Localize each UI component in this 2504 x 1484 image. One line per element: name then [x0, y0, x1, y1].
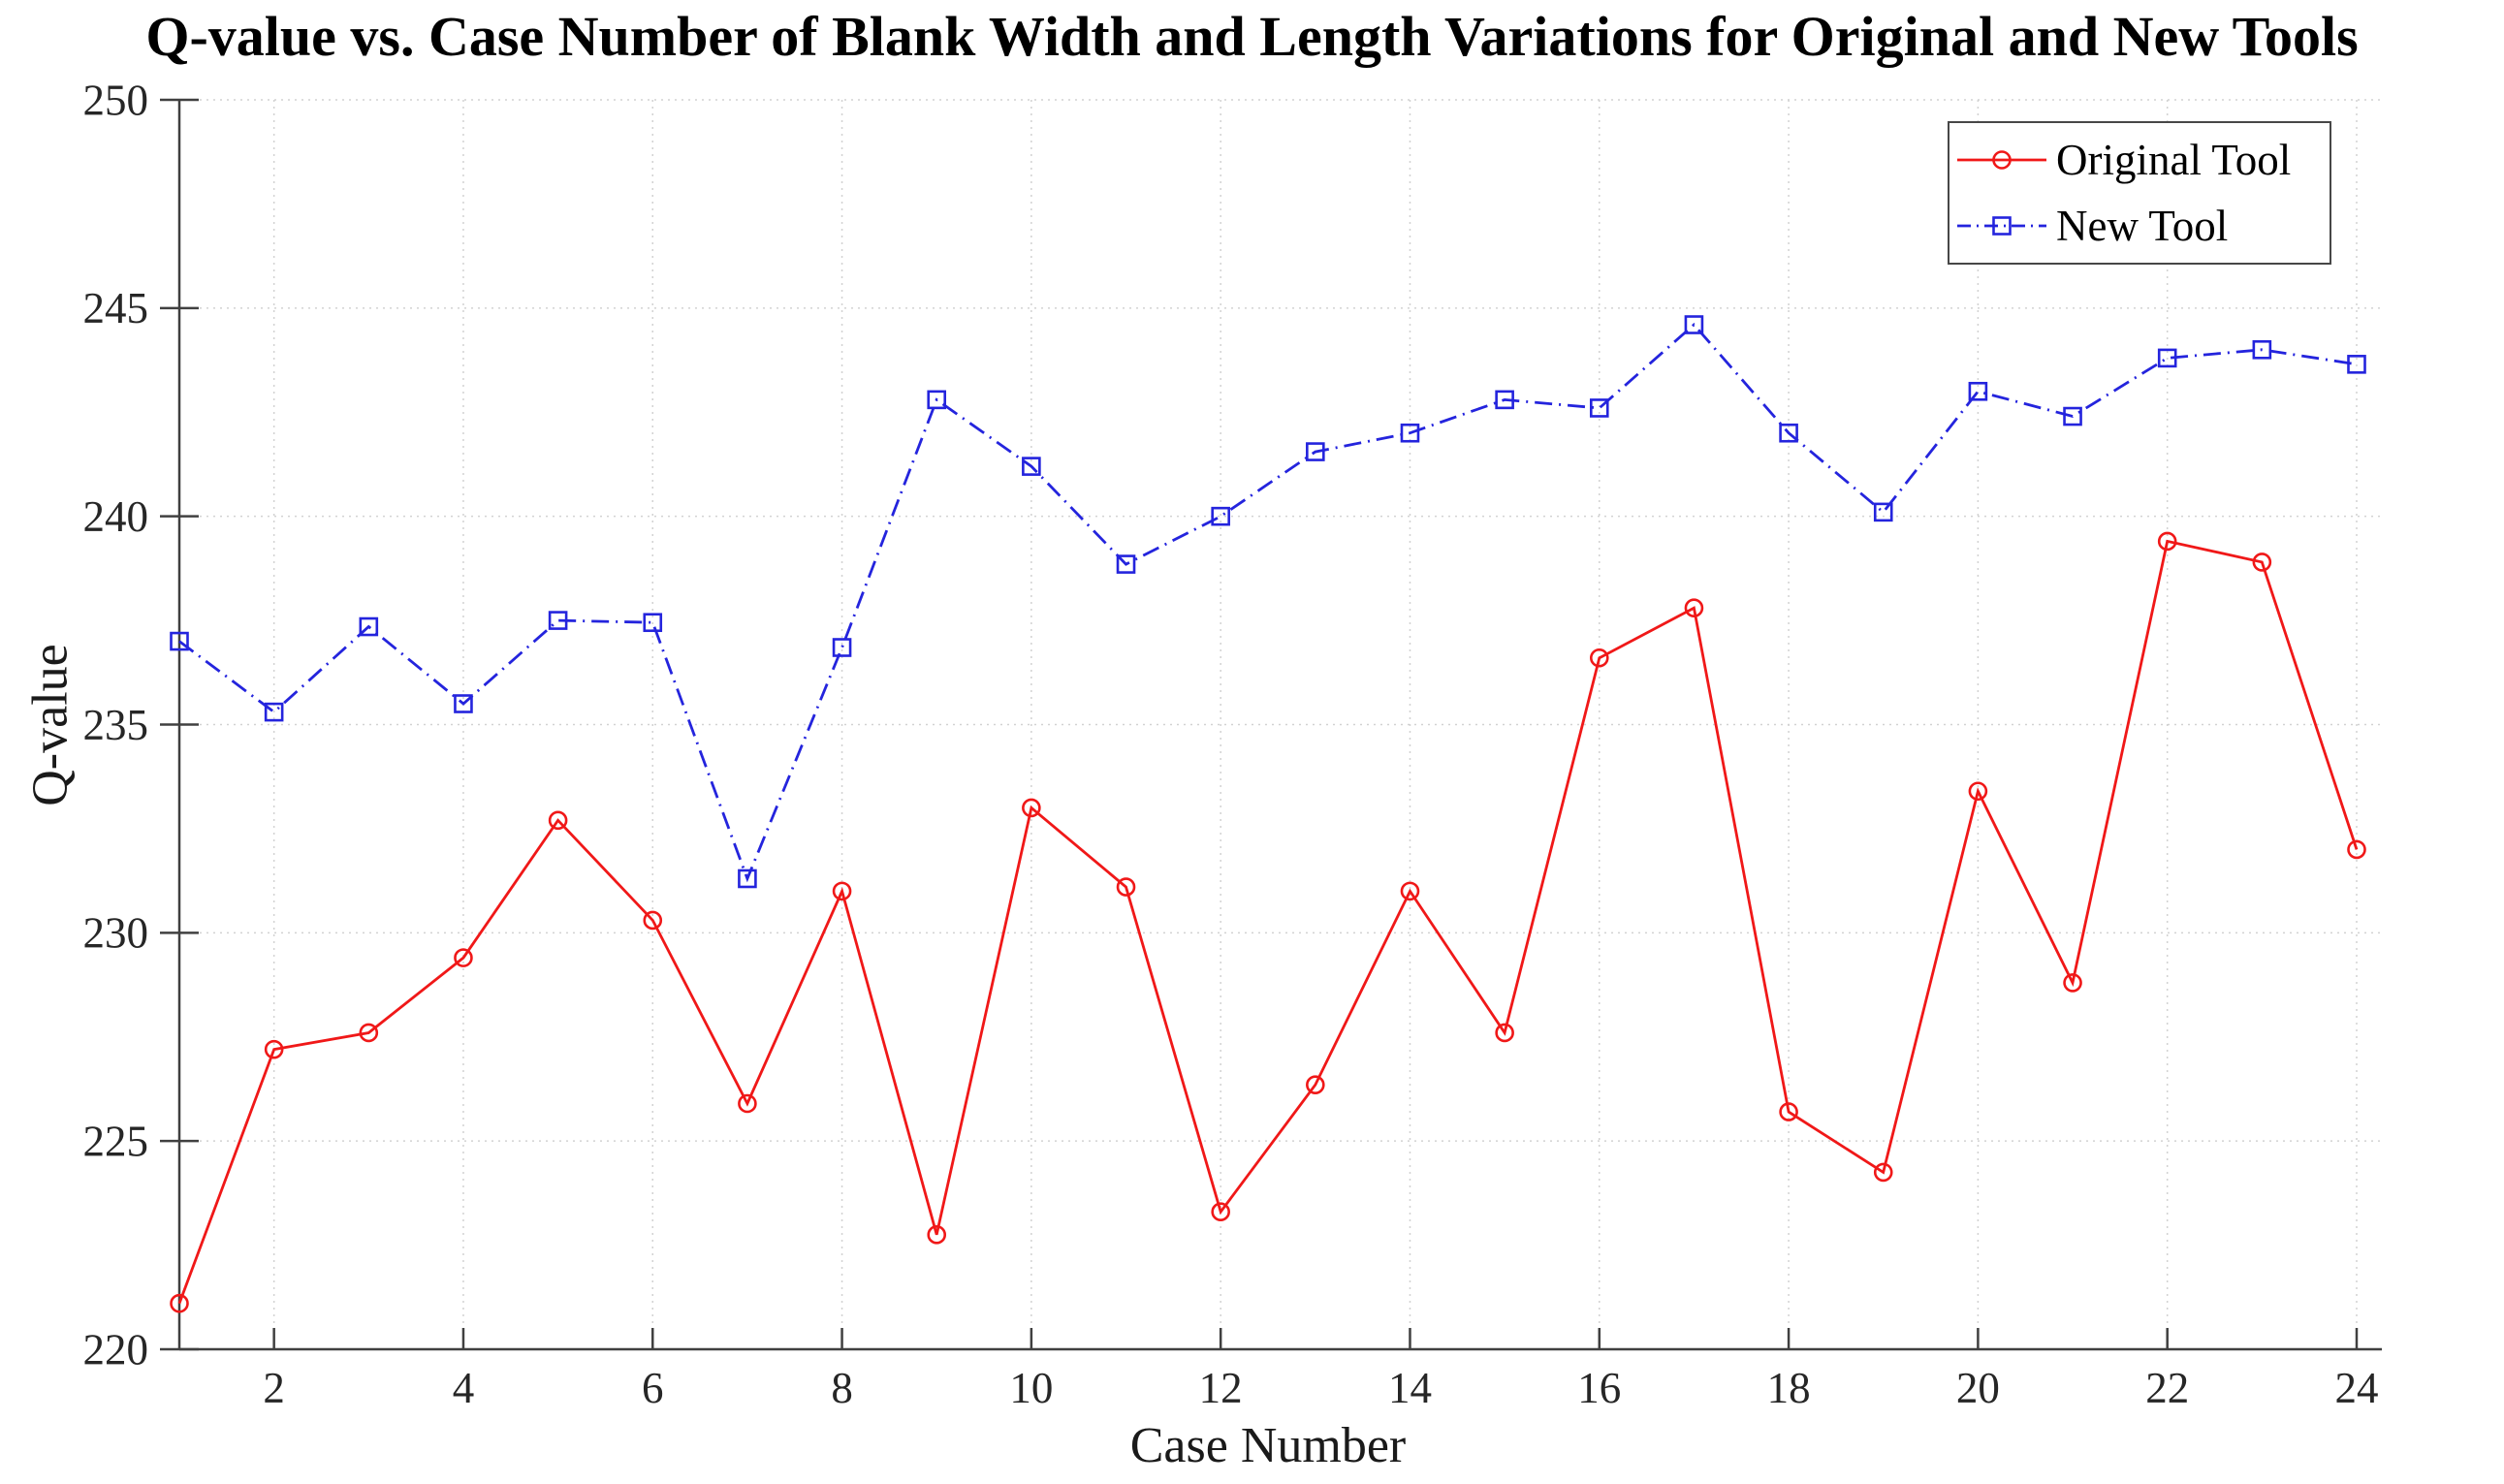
svg-text:10: 10	[1009, 1364, 1053, 1412]
x-axis-label: Case Number	[1129, 1418, 1407, 1473]
legend-item-new-tool: New Tool	[1955, 195, 2324, 257]
svg-text:18: 18	[1767, 1364, 1811, 1412]
legend: Original Tool New Tool	[1948, 121, 2331, 265]
svg-text:220: 220	[83, 1325, 149, 1373]
svg-text:16: 16	[1577, 1364, 1621, 1412]
svg-text:235: 235	[83, 701, 149, 749]
svg-text:24: 24	[2335, 1364, 2379, 1412]
svg-text:12: 12	[1199, 1364, 1243, 1412]
svg-text:240: 240	[83, 492, 149, 541]
svg-text:225: 225	[83, 1117, 149, 1165]
y-axis-label: Q-value	[22, 644, 79, 806]
series-new-tool	[170, 315, 2366, 889]
axes	[160, 98, 2382, 1351]
legend-label-original-tool: Original Tool	[2056, 136, 2292, 184]
svg-text:250: 250	[83, 76, 149, 124]
svg-text:14: 14	[1388, 1364, 1432, 1412]
series-original-tool	[170, 531, 2366, 1313]
svg-text:2: 2	[263, 1364, 285, 1412]
svg-text:245: 245	[83, 284, 149, 332]
legend-label-new-tool: New Tool	[2056, 202, 2229, 250]
svg-text:22: 22	[2145, 1364, 2189, 1412]
svg-text:8: 8	[831, 1364, 853, 1412]
legend-item-original-tool: Original Tool	[1955, 129, 2324, 191]
gridlines	[179, 99, 2382, 1349]
legend-sample-new-tool-line-square-icon	[1957, 216, 2046, 236]
svg-text:20: 20	[1956, 1364, 2000, 1412]
svg-text:230: 230	[83, 909, 149, 958]
svg-text:6: 6	[642, 1364, 664, 1412]
legend-sample-original-tool-line-circle-icon	[1957, 150, 2046, 170]
svg-text:4: 4	[453, 1364, 475, 1412]
chart-title: Q-value vs. Case Number of Blank Width a…	[145, 5, 2359, 68]
